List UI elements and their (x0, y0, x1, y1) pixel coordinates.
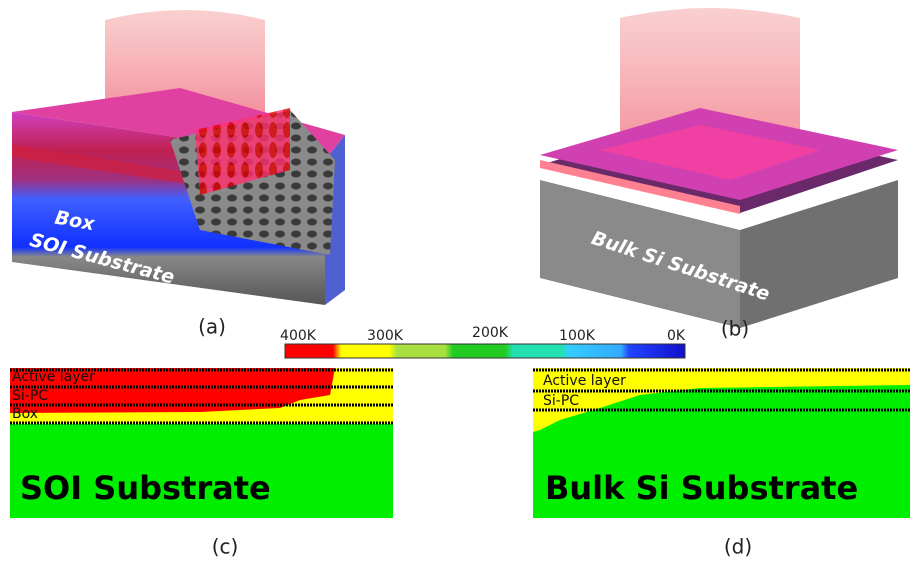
substrate-label: Bulk Si Substrate (545, 469, 858, 507)
panel-d: Active layer Si-PC Bulk Si Substrate (d) (533, 368, 910, 559)
colorbar-label: 0K (667, 328, 686, 344)
panel-c: Active layer Si-PC Box SOI Substrate (c) (10, 368, 393, 559)
colorbar-label: 200K (472, 325, 509, 341)
panel-a: Box SOI Substrate (a) (12, 10, 345, 339)
panel-tag: (a) (198, 315, 226, 339)
substrate-label: SOI Substrate (20, 469, 271, 507)
colorbar-label: 100K (559, 328, 596, 344)
layer-label: Active layer (543, 373, 626, 389)
colorbar: 400K 300K 200K 100K 0K (280, 325, 686, 358)
colorbar-label: 400K (280, 328, 317, 344)
layer-label: Si-PC (543, 393, 579, 409)
layer-label: Si-PC (12, 388, 48, 404)
panel-tag: (b) (721, 317, 749, 341)
panel-tag: (d) (724, 535, 752, 559)
layer-label: Box (12, 406, 38, 422)
panel-tag: (c) (212, 535, 239, 559)
figure: Box SOI Substrate (a) Bulk Si Substrate … (0, 0, 911, 567)
layer-label: Active layer (12, 369, 95, 385)
colorbar-bar (285, 344, 685, 358)
colorbar-label: 300K (367, 328, 404, 344)
panel-b: Bulk Si Substrate (b) (540, 8, 898, 341)
